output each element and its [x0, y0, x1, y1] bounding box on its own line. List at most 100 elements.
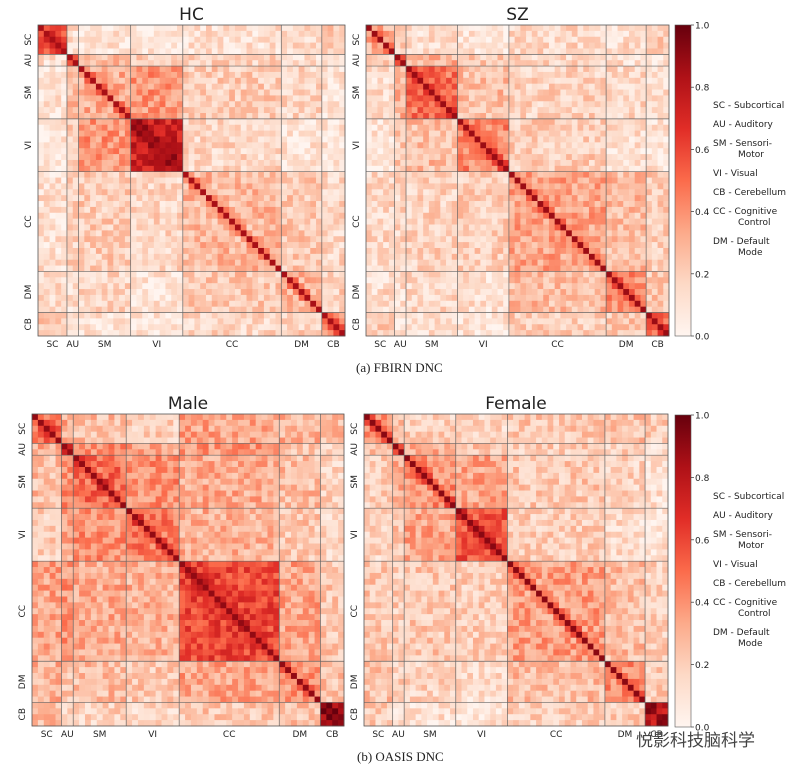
heatmap-cell: [377, 30, 384, 38]
heatmap-cell: [606, 218, 613, 225]
heatmap-cell: [90, 230, 97, 237]
heatmap-cell: [287, 289, 294, 296]
heatmap-cell: [287, 300, 294, 308]
heatmap-cell: [124, 165, 132, 173]
heatmap-cell: [124, 42, 132, 49]
heatmap-cell: [588, 89, 596, 96]
heatmap-cell: [292, 124, 300, 131]
heatmap-cell: [142, 183, 149, 190]
heatmap-cell: [310, 277, 317, 284]
heatmap-cell: [434, 124, 441, 131]
heatmap-cell: [217, 306, 224, 313]
heatmap-cell: [394, 124, 401, 131]
heatmap-cell: [651, 177, 658, 184]
heatmap-cell: [113, 113, 120, 120]
heatmap-cell: [124, 218, 132, 225]
heatmap-cell: [394, 212, 401, 219]
heatmap-cell: [177, 294, 184, 302]
heatmap-cell: [594, 154, 601, 161]
heatmap-cell: [217, 124, 224, 131]
heatmap-cell: [339, 271, 346, 278]
heatmap-cell: [263, 113, 271, 120]
heatmap-cell: [560, 101, 567, 108]
heatmap-cell: [159, 289, 166, 296]
heatmap-cell: [617, 189, 624, 196]
heatmap-cell: [281, 124, 288, 131]
heatmap-cell: [446, 148, 453, 155]
heatmap-cell: [211, 195, 218, 202]
heatmap-cell: [240, 118, 247, 126]
heatmap-cell: [371, 253, 378, 261]
heatmap-cell: [321, 212, 328, 219]
heatmap-cell: [377, 71, 384, 79]
heatmap-cell: [275, 242, 282, 249]
heatmap-cell: [446, 242, 453, 249]
heatmap-cell: [292, 66, 300, 73]
heatmap-cell: [124, 189, 132, 196]
heatmap-cell: [646, 183, 653, 190]
heatmap-cell: [136, 253, 143, 261]
heatmap-cell: [611, 83, 618, 90]
heatmap-cell: [600, 142, 607, 149]
heatmap-cell: [640, 171, 647, 178]
heatmap-cell: [577, 136, 584, 143]
heatmap-cell: [119, 300, 126, 308]
heatmap-cell: [480, 189, 487, 196]
heatmap-cell: [600, 159, 607, 167]
heatmap-cell: [124, 318, 132, 325]
heatmap-cell: [292, 212, 300, 219]
heatmap-cell: [287, 136, 294, 143]
heatmap-cell: [316, 154, 323, 161]
heatmap-cell: [560, 171, 567, 178]
heatmap-cell: [463, 83, 470, 90]
heatmap-cell: [480, 101, 487, 108]
heatmap-cell: [480, 54, 487, 61]
heatmap-cell: [480, 71, 487, 79]
heatmap-cell: [55, 54, 62, 61]
heatmap-cell: [628, 77, 636, 85]
heatmap-cell: [159, 195, 166, 202]
heatmap-cell: [240, 324, 247, 331]
heatmap-cell: [188, 230, 195, 237]
heatmap-cell: [188, 318, 195, 325]
heatmap-cell: [526, 183, 533, 190]
heatmap-cell: [606, 236, 613, 243]
heatmap-cell: [657, 118, 664, 126]
heatmap-cell: [304, 107, 311, 114]
heatmap-cell: [594, 242, 601, 249]
heatmap-cell: [292, 195, 300, 202]
heatmap-cell: [194, 177, 201, 184]
heatmap-cell: [554, 77, 561, 85]
heatmap-cell: [497, 71, 504, 79]
heatmap-cell: [623, 171, 630, 178]
heatmap-cell: [287, 230, 294, 237]
heatmap-cell: [72, 259, 79, 266]
heatmap-cell: [617, 224, 624, 231]
heatmap-cell: [486, 159, 493, 167]
heatmap-cell: [606, 195, 613, 202]
heatmap-cell: [101, 66, 108, 73]
heatmap-cell: [333, 189, 340, 196]
heatmap-cell: [497, 113, 504, 120]
heatmap-cell: [142, 318, 149, 325]
heatmap-cell: [316, 224, 323, 231]
heatmap-cell: [383, 107, 390, 114]
heatmap-cell: [188, 48, 195, 55]
heatmap-cell: [229, 324, 236, 331]
heatmap-cell: [49, 300, 56, 308]
heatmap-cell: [617, 107, 624, 114]
heatmap-cell: [246, 224, 253, 231]
heatmap-cell: [211, 77, 218, 85]
heatmap-cell: [177, 30, 184, 38]
heatmap-cell: [269, 183, 276, 190]
heatmap-cell: [594, 247, 601, 255]
heatmap-cell: [640, 71, 647, 79]
heatmap-cell: [182, 113, 189, 120]
heatmap-cell: [66, 124, 74, 131]
heatmap-cell: [153, 154, 160, 161]
heatmap-cell: [107, 171, 114, 178]
heatmap-cell: [205, 118, 213, 126]
heatmap-cell: [217, 330, 224, 337]
heatmap-cell: [292, 118, 300, 126]
heatmap-cell: [383, 154, 390, 161]
